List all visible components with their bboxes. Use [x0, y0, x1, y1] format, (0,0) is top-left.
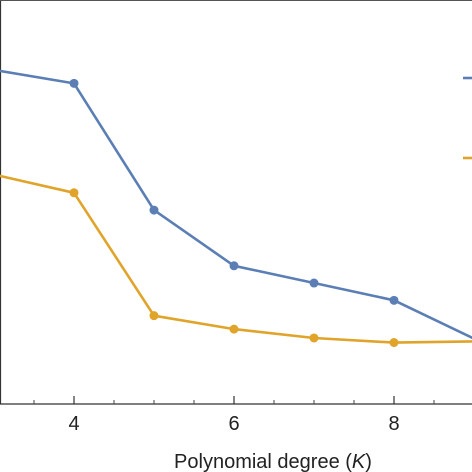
- series-1-point: [309, 278, 319, 288]
- x-tick-label: 4: [68, 413, 79, 435]
- legend: [463, 76, 472, 160]
- series-1-point: [69, 78, 79, 88]
- series-points: [69, 78, 399, 348]
- x-tick-labels: 4 6 8: [68, 413, 399, 435]
- x-axis-title: Polynomial degree (K): [174, 451, 372, 472]
- plot-frame: [0, 0, 472, 405]
- series-2-point: [69, 188, 79, 198]
- x-axis-title-variable: K: [352, 451, 367, 472]
- x-tick-label: 8: [388, 413, 399, 435]
- series-2-point: [149, 311, 159, 321]
- x-axis-title-text: Polynomial degree (: [174, 451, 352, 472]
- series-1-point: [229, 261, 239, 271]
- series-lines: [0, 69, 472, 344]
- x-minor-ticks: [33, 400, 435, 404]
- series-line-1: [0, 69, 472, 340]
- series-2-point: [309, 333, 319, 343]
- series-1-point: [389, 295, 399, 305]
- x-axis-title-tail: ): [365, 451, 372, 472]
- x-tick-label: 6: [228, 413, 239, 435]
- series-line-2: [0, 174, 472, 344]
- series-2-point: [229, 324, 239, 334]
- x-major-ticks: [73, 396, 395, 404]
- series-2-point: [389, 338, 399, 348]
- series-1-point: [149, 205, 159, 215]
